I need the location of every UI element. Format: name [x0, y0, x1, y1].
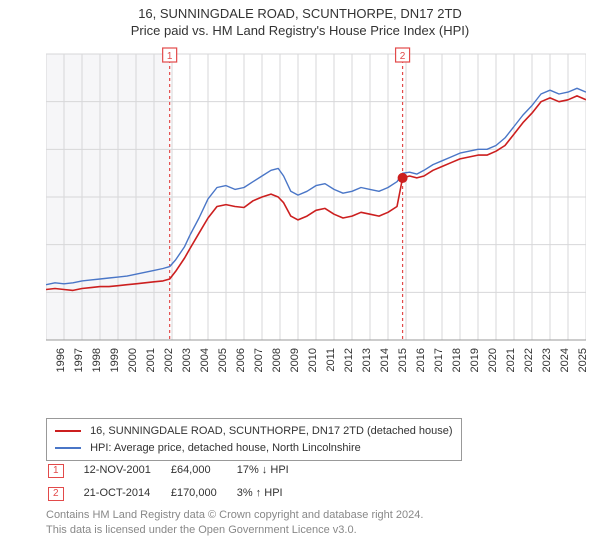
- legend-label: 16, SUNNINGDALE ROAD, SCUNTHORPE, DN17 2…: [90, 425, 453, 437]
- svg-text:1999: 1999: [109, 348, 121, 372]
- svg-text:2005: 2005: [217, 348, 229, 372]
- footer-line-1: Contains HM Land Registry data © Crown c…: [46, 508, 423, 523]
- svg-text:2008: 2008: [271, 348, 283, 372]
- event-marker-1: 1: [48, 464, 64, 478]
- svg-text:1998: 1998: [91, 348, 103, 372]
- sale-events: 1 12-NOV-2001 £64,000 17% HPI 2 21-OCT-2…: [46, 458, 309, 506]
- svg-text:2010: 2010: [307, 348, 319, 372]
- svg-text:2023: 2023: [541, 348, 553, 372]
- svg-text:2011: 2011: [325, 348, 337, 372]
- event-price: £64,000: [171, 460, 235, 481]
- footer-line-2: This data is licensed under the Open Gov…: [46, 523, 423, 538]
- event-price: £170,000: [171, 483, 235, 504]
- legend-swatch: [55, 447, 81, 449]
- svg-text:1997: 1997: [73, 348, 85, 372]
- arrow-down-icon: [259, 464, 268, 476]
- title-block: 16, SUNNINGDALE ROAD, SCUNTHORPE, DN17 2…: [0, 0, 600, 38]
- svg-text:2006: 2006: [235, 348, 247, 372]
- legend-swatch: [55, 430, 81, 432]
- svg-text:2012: 2012: [343, 348, 355, 372]
- svg-text:2018: 2018: [451, 348, 463, 372]
- event-delta: 17% HPI: [237, 460, 307, 481]
- legend: 16, SUNNINGDALE ROAD, SCUNTHORPE, DN17 2…: [46, 418, 462, 461]
- svg-text:2022: 2022: [523, 348, 535, 372]
- legend-item-price-paid: 16, SUNNINGDALE ROAD, SCUNTHORPE, DN17 2…: [55, 423, 453, 440]
- svg-text:2: 2: [400, 51, 406, 62]
- event-row: 1 12-NOV-2001 £64,000 17% HPI: [48, 460, 307, 481]
- svg-text:2016: 2016: [415, 348, 427, 372]
- svg-text:1995: 1995: [46, 348, 49, 372]
- chart-container: 16, SUNNINGDALE ROAD, SCUNTHORPE, DN17 2…: [0, 0, 600, 560]
- legend-label: HPI: Average price, detached house, Nort…: [90, 442, 361, 454]
- svg-text:2015: 2015: [397, 348, 409, 372]
- svg-text:1: 1: [167, 51, 173, 62]
- event-date: 12-NOV-2001: [84, 460, 169, 481]
- attribution-footer: Contains HM Land Registry data © Crown c…: [46, 508, 423, 539]
- svg-text:2001: 2001: [145, 348, 157, 372]
- svg-text:2025: 2025: [577, 348, 586, 372]
- event-marker-2: 2: [48, 487, 64, 501]
- chart-title: 16, SUNNINGDALE ROAD, SCUNTHORPE, DN17 2…: [0, 6, 600, 21]
- svg-text:2002: 2002: [163, 348, 175, 372]
- svg-text:2007: 2007: [253, 348, 265, 372]
- legend-item-hpi: HPI: Average price, detached house, Nort…: [55, 440, 453, 457]
- svg-text:1996: 1996: [55, 348, 67, 372]
- svg-text:2014: 2014: [379, 348, 391, 372]
- chart-svg: £0£50K£100K£150K£200K£250K£300K199519961…: [46, 46, 586, 386]
- chart-subtitle: Price paid vs. HM Land Registry's House …: [0, 23, 600, 38]
- svg-text:2021: 2021: [505, 348, 517, 372]
- svg-text:2020: 2020: [487, 348, 499, 372]
- event-date: 21-OCT-2014: [84, 483, 169, 504]
- svg-text:2017: 2017: [433, 348, 445, 372]
- events-table: 1 12-NOV-2001 £64,000 17% HPI 2 21-OCT-2…: [46, 458, 309, 506]
- svg-text:2000: 2000: [127, 348, 139, 372]
- svg-text:2004: 2004: [199, 348, 211, 372]
- arrow-up-icon: [253, 487, 262, 499]
- svg-text:2024: 2024: [559, 348, 571, 372]
- event-delta: 3% HPI: [237, 483, 307, 504]
- event-row: 2 21-OCT-2014 £170,000 3% HPI: [48, 483, 307, 504]
- svg-text:2009: 2009: [289, 348, 301, 372]
- svg-text:2019: 2019: [469, 348, 481, 372]
- svg-text:2013: 2013: [361, 348, 373, 372]
- svg-text:2003: 2003: [181, 348, 193, 372]
